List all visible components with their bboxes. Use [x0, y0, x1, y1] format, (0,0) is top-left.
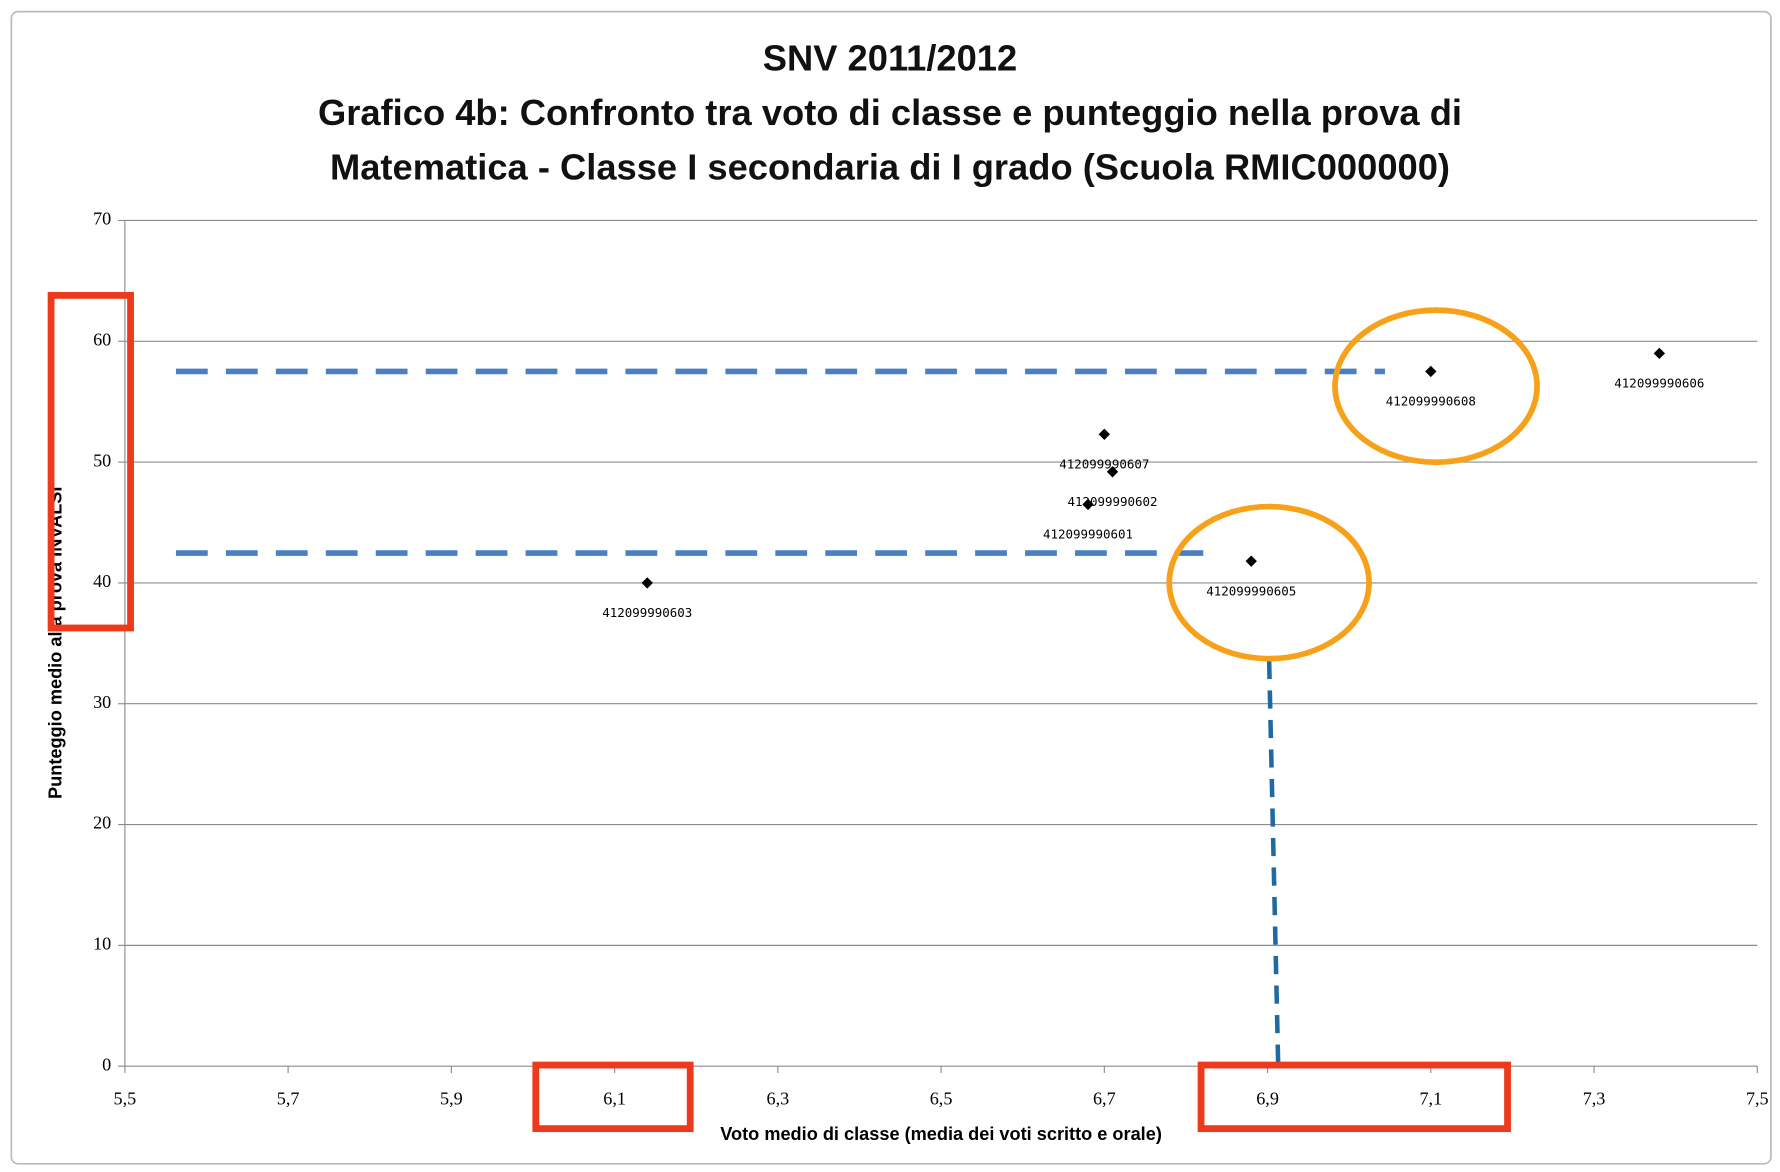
point-label: 412099990602 [1067, 494, 1157, 509]
point-label: 412099990606 [1614, 376, 1704, 391]
x-tick-label: 6,7 [1093, 1088, 1116, 1108]
x-tick-label: 5,9 [440, 1088, 463, 1108]
point [1653, 347, 1666, 360]
point-label: 412099990607 [1059, 456, 1149, 471]
x-tick-label: 6,9 [1256, 1088, 1279, 1108]
point [1098, 428, 1111, 440]
highlight-circle [1166, 503, 1372, 662]
x-tick-label: 5,7 [277, 1088, 300, 1108]
annotations [47, 291, 1540, 1133]
x-tick-label: 6,3 [766, 1088, 789, 1108]
point-label: 412099990608 [1386, 394, 1476, 409]
chart-subtitle: Grafico 4b: Confronto tra voto di classe… [318, 92, 1462, 133]
y-tick-label: 30 [93, 692, 111, 712]
chart-title: SNV 2011/2012 [763, 38, 1017, 79]
highlight-box [1197, 1061, 1511, 1133]
y-tick-label: 10 [93, 934, 111, 954]
point [1082, 498, 1094, 511]
y-tick-label: 40 [93, 571, 111, 591]
highlight-box [532, 1061, 694, 1133]
y-tick-label: 70 [93, 209, 111, 229]
chart-subtitle: Matematica - Classe I secondaria di I gr… [330, 147, 1450, 188]
point-label: 412099990603 [602, 605, 692, 620]
y-tick-label: 0 [102, 1054, 111, 1074]
x-tick-label: 5,5 [114, 1088, 137, 1108]
highlight-circle [1332, 307, 1540, 466]
point-label: 412099990605 [1206, 583, 1296, 598]
y-tick-label: 20 [93, 813, 111, 833]
dashed-guide [1266, 660, 1281, 1068]
plot-area: 0 10 20 30 40 50 60 70 5,5 5,7 5,9 6,1 6,3 6,5 6,7 6,9 7… [93, 209, 1769, 1109]
y-tick-label: 50 [93, 450, 111, 470]
point-label: 412099990601 [1043, 527, 1133, 542]
point [1106, 466, 1119, 478]
point [641, 577, 653, 589]
x-tick-label: 6,1 [603, 1088, 626, 1108]
y-tick-label: 60 [93, 329, 111, 349]
x-tick-label: 7,1 [1419, 1088, 1442, 1108]
x-axis-title: Voto medio di classe (media dei voti scr… [720, 1124, 1162, 1144]
chart-border [10, 10, 1772, 1165]
point [1425, 365, 1437, 378]
x-tick-label: 6,5 [930, 1088, 953, 1108]
point [1245, 555, 1257, 567]
x-tick-label: 7,3 [1583, 1088, 1606, 1108]
x-tick-label: 7,5 [1746, 1088, 1769, 1108]
highlight-box [47, 291, 134, 632]
